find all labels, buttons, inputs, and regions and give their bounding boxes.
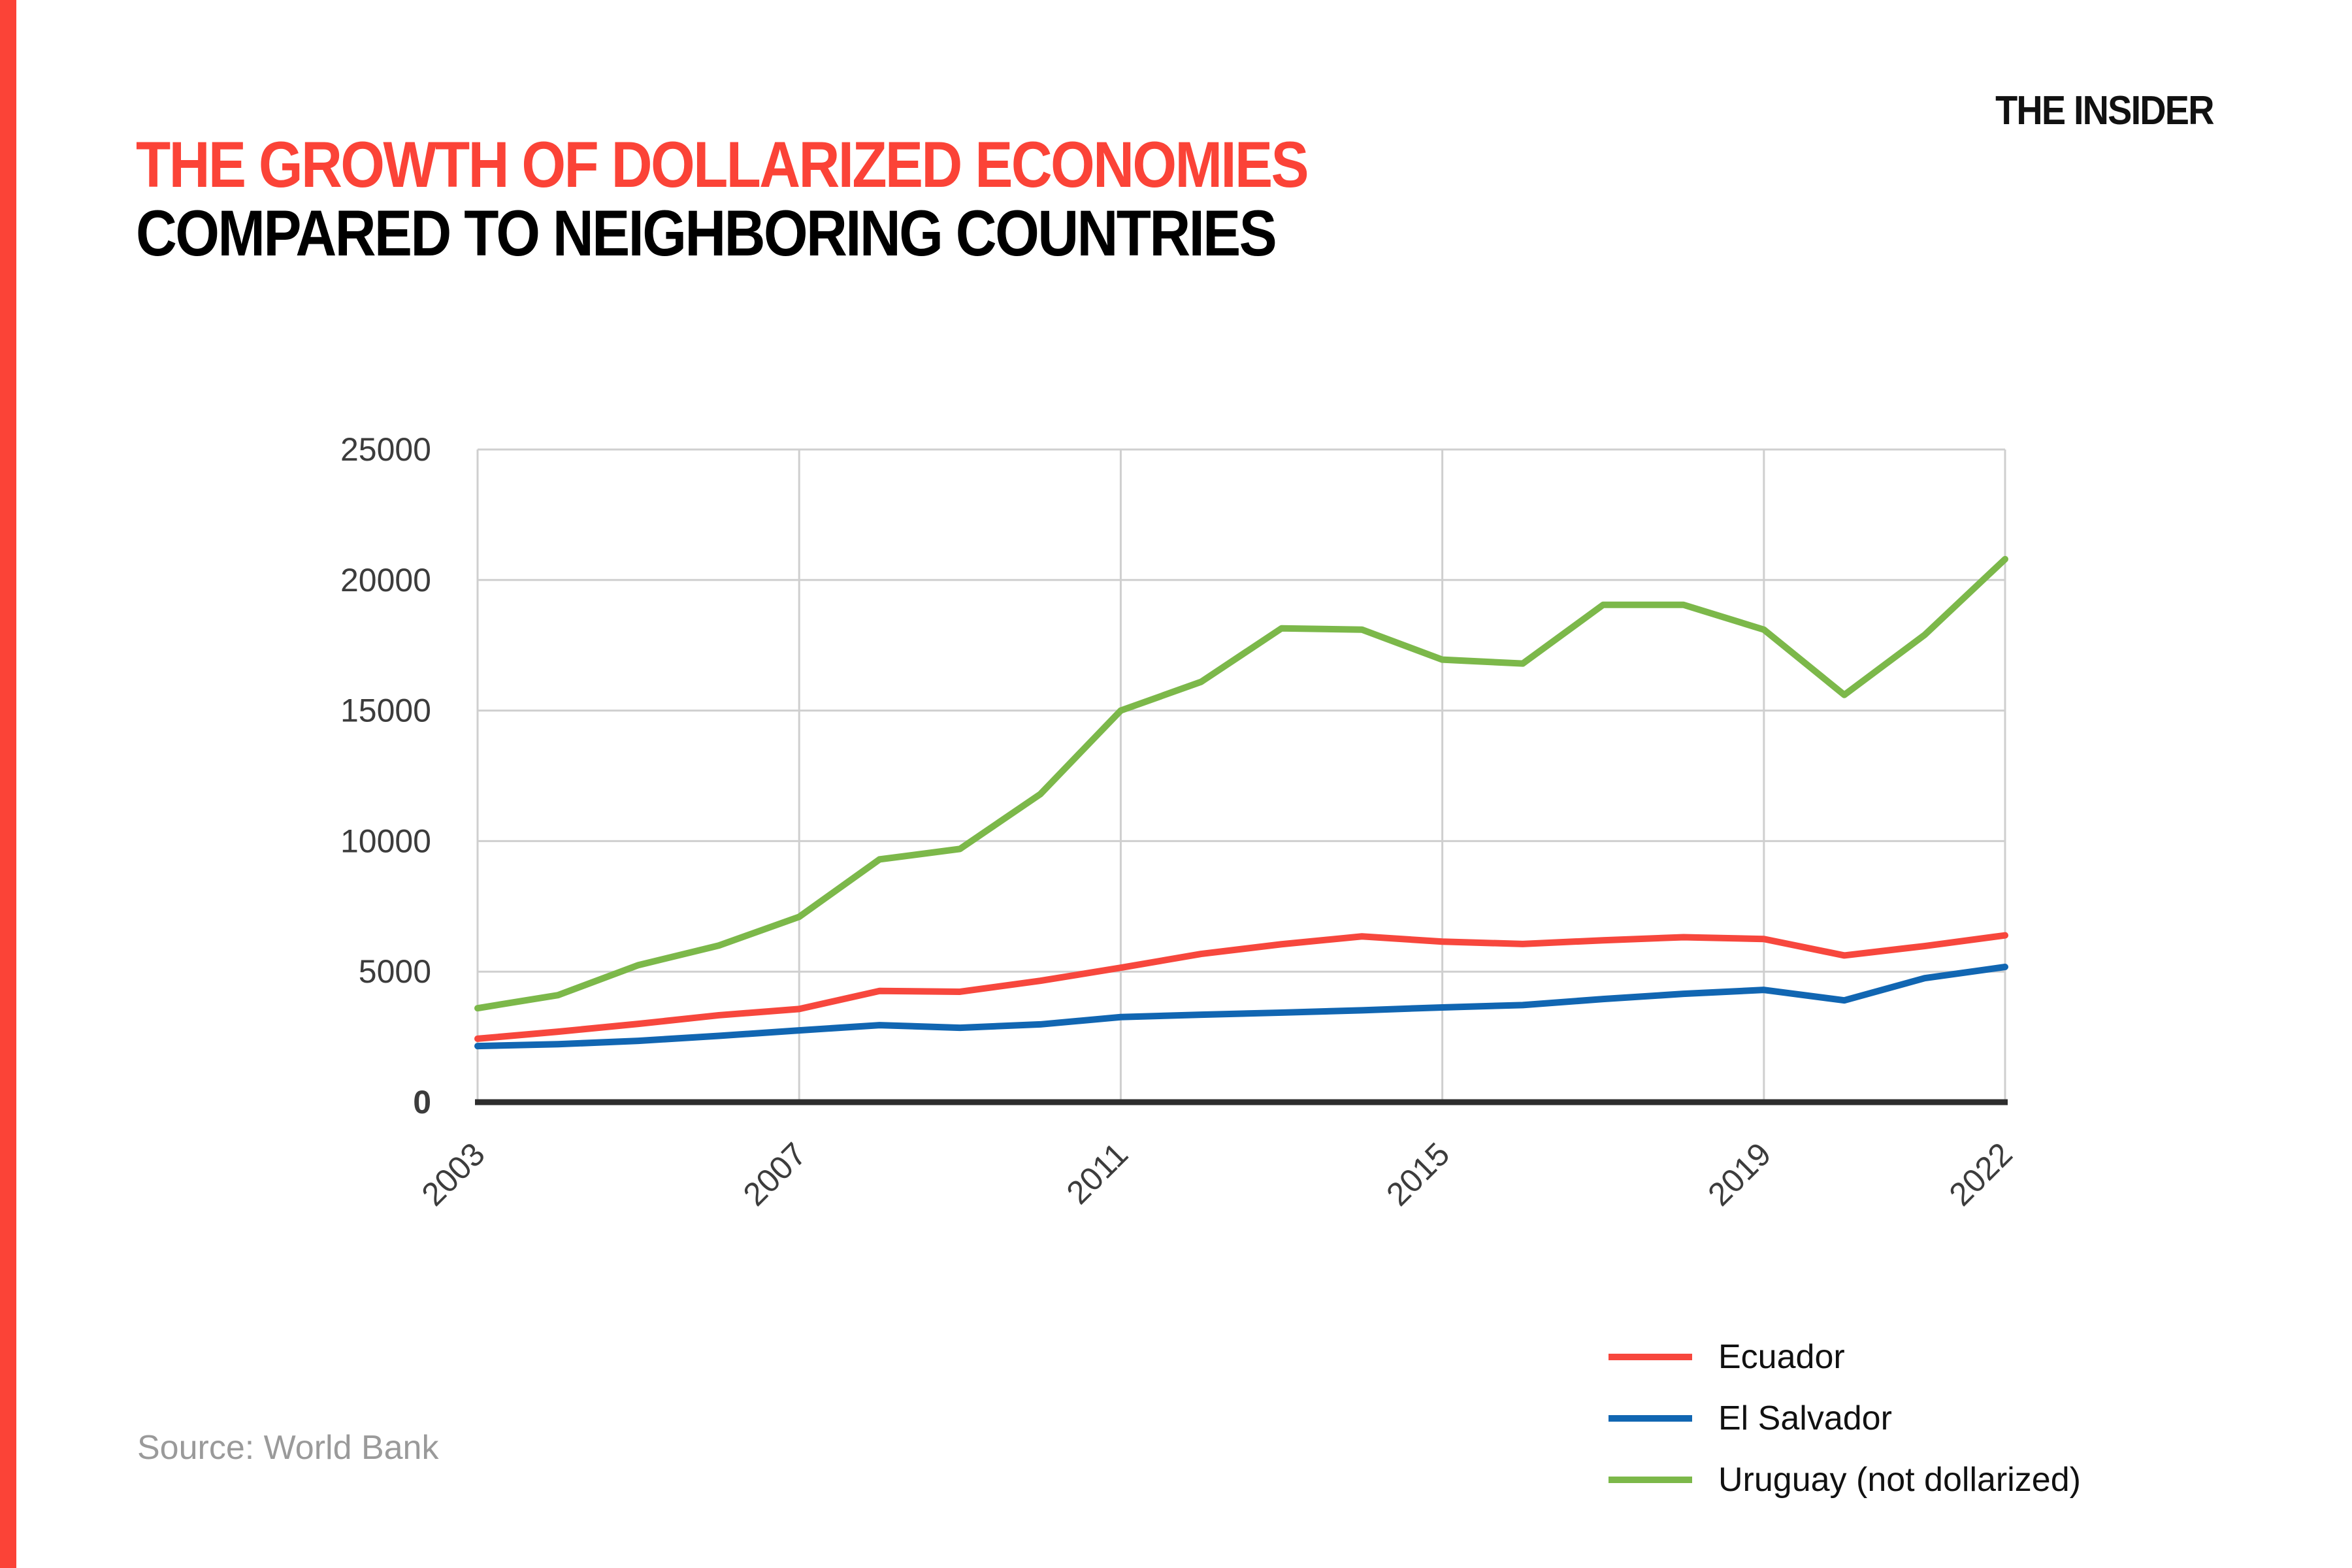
y-tick-label-15000: 15000 (340, 693, 431, 729)
y-tick-label-20000: 20000 (340, 562, 431, 598)
left-accent-bar (0, 0, 16, 1568)
chart-legend: Ecuador El Salvador Uruguay (not dollari… (1609, 1326, 2081, 1511)
chart-title-line2: COMPARED TO NEIGHBORING COUNTRIES (136, 196, 1277, 269)
series-line-el-salvador (474, 964, 2008, 1050)
x-tick-label-2003: 2003 (415, 1135, 492, 1213)
legend-item-el-salvador: El Salvador (1609, 1388, 2081, 1449)
legend-swatch-el-salvador (1609, 1415, 1692, 1422)
chart-title-block: THE GROWTH OF DOLLARIZED ECONOMIES COMPA… (136, 128, 1467, 269)
x-tick-label-2019: 2019 (1701, 1135, 1778, 1213)
x-tick-label-2015: 2015 (1379, 1135, 1456, 1213)
legend-item-ecuador: Ecuador (1609, 1326, 2081, 1388)
y-tick-label-5000: 5000 (359, 953, 431, 990)
legend-swatch-uruguay (1609, 1477, 1692, 1483)
legend-item-uruguay: Uruguay (not dollarized) (1609, 1449, 2081, 1511)
legend-label-ecuador: Ecuador (1718, 1338, 1845, 1376)
x-tick-label-2022: 2022 (1942, 1135, 2019, 1213)
publisher-logo: THE INSIDER (1995, 88, 2214, 133)
legend-label-el-salvador: El Salvador (1718, 1399, 1892, 1437)
legend-label-uruguay: Uruguay (not dollarized) (1718, 1461, 2081, 1499)
x-tick-label-2007: 2007 (736, 1135, 813, 1213)
chart-title-line1: THE GROWTH OF DOLLARIZED ECONOMIES (136, 128, 1309, 201)
legend-swatch-ecuador (1609, 1354, 1692, 1360)
series-line-uruguay-not-dollarized (474, 555, 2008, 1012)
series-line-ecuador (474, 932, 2008, 1042)
source-note: Source: World Bank (137, 1429, 439, 1467)
x-tick-label-2011: 2011 (1060, 1135, 1135, 1211)
y-tick-label-0: 0 (413, 1084, 431, 1120)
y-tick-label-25000: 25000 (340, 431, 431, 468)
y-tick-label-10000: 10000 (340, 823, 431, 859)
